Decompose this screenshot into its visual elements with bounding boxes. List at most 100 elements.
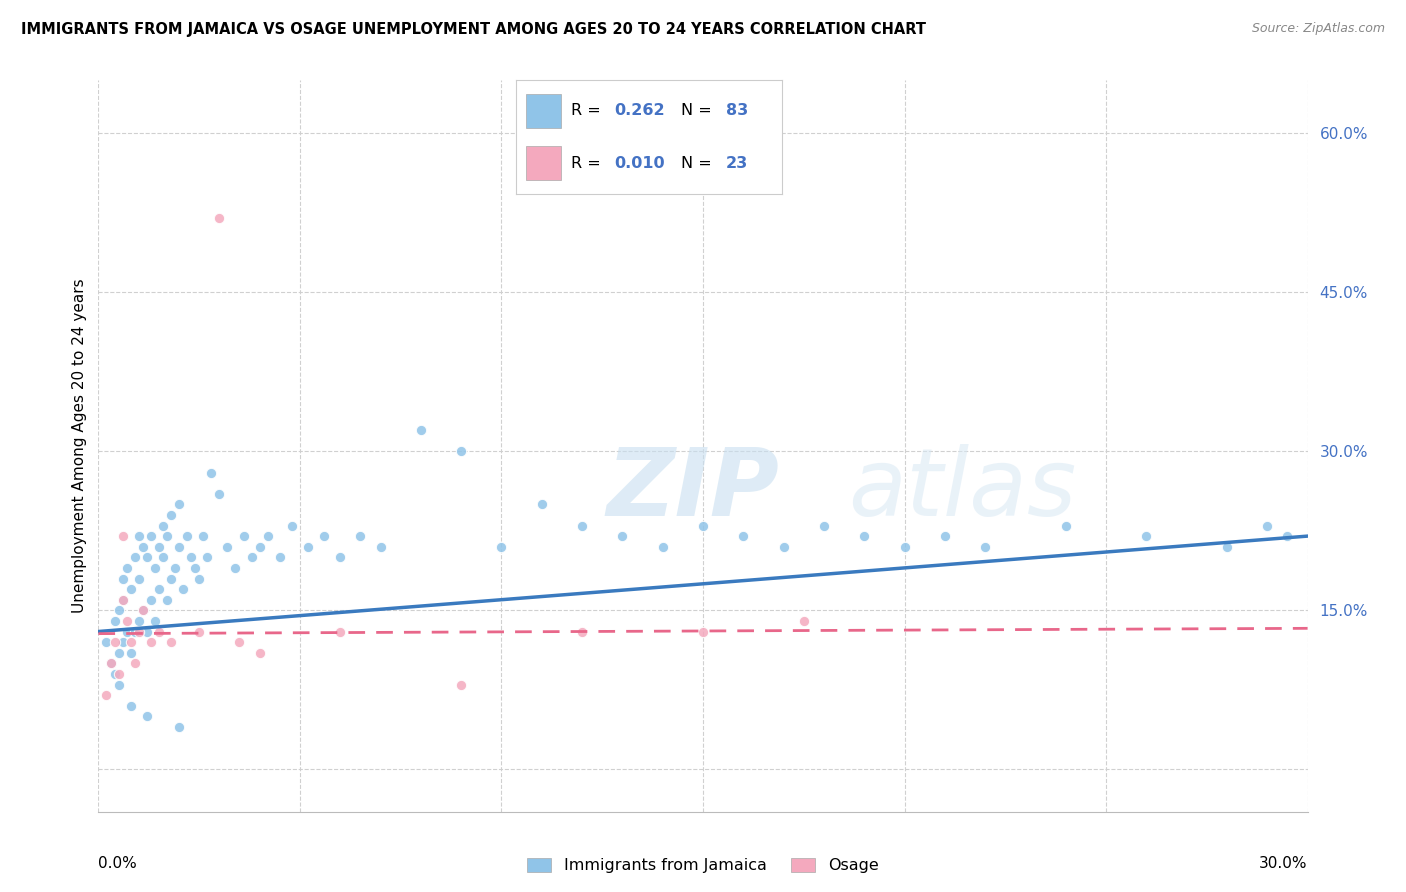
Point: [111, 635, 134, 649]
Point: [148, 624, 170, 639]
Point: [692, 624, 714, 639]
Point: [329, 550, 352, 565]
Point: [232, 529, 254, 543]
Y-axis label: Unemployment Among Ages 20 to 24 years: Unemployment Among Ages 20 to 24 years: [72, 278, 87, 614]
Point: [124, 550, 146, 565]
Point: [188, 624, 211, 639]
Point: [124, 624, 146, 639]
Point: [974, 540, 997, 554]
Point: [115, 561, 138, 575]
Point: [184, 561, 207, 575]
Point: [128, 529, 150, 543]
Point: [135, 624, 157, 639]
Point: [103, 635, 125, 649]
Point: [793, 614, 815, 628]
Point: [853, 529, 876, 543]
Point: [107, 677, 129, 691]
Point: [96, 635, 118, 649]
Point: [195, 550, 218, 565]
Point: [1216, 540, 1239, 554]
Point: [160, 572, 183, 586]
Point: [571, 624, 593, 639]
Point: [163, 561, 186, 575]
Point: [107, 667, 129, 681]
Point: [571, 518, 593, 533]
Point: [176, 529, 198, 543]
Text: atlas: atlas: [848, 444, 1077, 535]
Point: [167, 540, 190, 554]
Point: [450, 677, 472, 691]
Point: [893, 540, 915, 554]
Point: [148, 582, 170, 596]
Point: [281, 518, 304, 533]
Point: [143, 561, 166, 575]
Point: [103, 667, 125, 681]
Text: IMMIGRANTS FROM JAMAICA VS OSAGE UNEMPLOYMENT AMONG AGES 20 TO 24 YEARS CORRELAT: IMMIGRANTS FROM JAMAICA VS OSAGE UNEMPLO…: [21, 22, 927, 37]
Point: [297, 540, 319, 554]
Point: [200, 466, 222, 480]
Point: [111, 592, 134, 607]
Point: [139, 592, 162, 607]
Point: [1277, 529, 1299, 543]
Point: [208, 486, 231, 500]
Point: [132, 540, 155, 554]
Point: [240, 550, 263, 565]
Point: [111, 529, 134, 543]
Text: 30.0%: 30.0%: [1260, 855, 1308, 871]
Text: ZIP: ZIP: [606, 444, 779, 536]
Point: [128, 614, 150, 628]
Point: [813, 518, 835, 533]
Point: [107, 603, 129, 617]
Text: 0.0%: 0.0%: [98, 855, 138, 871]
Point: [156, 529, 179, 543]
Point: [111, 572, 134, 586]
Point: [100, 657, 122, 671]
Point: [612, 529, 634, 543]
Point: [692, 518, 714, 533]
Text: Source: ZipAtlas.com: Source: ZipAtlas.com: [1251, 22, 1385, 36]
Point: [124, 657, 146, 671]
Point: [152, 550, 174, 565]
Point: [733, 529, 755, 543]
Point: [249, 646, 271, 660]
Point: [167, 497, 190, 511]
Point: [409, 423, 432, 437]
Point: [107, 646, 129, 660]
Point: [135, 709, 157, 723]
Point: [208, 211, 231, 225]
Point: [167, 720, 190, 734]
Point: [120, 635, 142, 649]
Point: [148, 540, 170, 554]
Point: [120, 646, 142, 660]
Point: [120, 698, 142, 713]
Point: [934, 529, 956, 543]
Point: [1256, 518, 1278, 533]
Point: [152, 518, 174, 533]
Point: [120, 582, 142, 596]
Point: [135, 550, 157, 565]
Point: [314, 529, 336, 543]
Legend: Immigrants from Jamaica, Osage: Immigrants from Jamaica, Osage: [522, 851, 884, 880]
Point: [450, 444, 472, 458]
Point: [115, 614, 138, 628]
Point: [188, 572, 211, 586]
Point: [530, 497, 553, 511]
Point: [217, 540, 239, 554]
Point: [370, 540, 392, 554]
Point: [256, 529, 278, 543]
Point: [193, 529, 215, 543]
Point: [491, 540, 513, 554]
Point: [349, 529, 371, 543]
Point: [228, 635, 250, 649]
Point: [132, 603, 155, 617]
Point: [172, 582, 194, 596]
Point: [132, 603, 155, 617]
Point: [329, 624, 352, 639]
Point: [772, 540, 794, 554]
Point: [269, 550, 291, 565]
Point: [651, 540, 673, 554]
Point: [128, 572, 150, 586]
Point: [1135, 529, 1157, 543]
Point: [160, 508, 183, 522]
Point: [143, 614, 166, 628]
